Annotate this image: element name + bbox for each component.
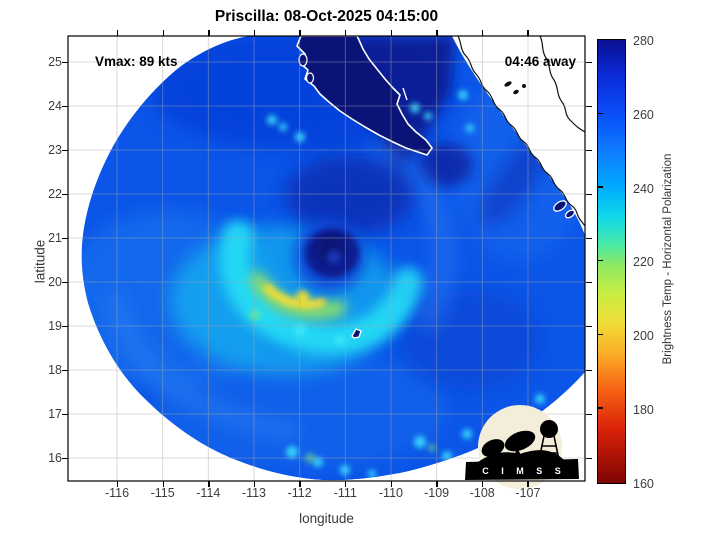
- x-tick-label: -108: [469, 486, 495, 500]
- colorbar-tick-label: 220: [633, 255, 654, 270]
- y-tick-label: 25: [48, 55, 62, 69]
- y-tick-label: 23: [48, 143, 62, 157]
- satellite-dish-icon: [504, 430, 536, 452]
- vmax-annotation: Vmax: 89 kts: [95, 54, 178, 69]
- cimss-logo: [465, 405, 579, 489]
- islas-marias: [553, 200, 576, 219]
- x-tick-label: -107: [515, 486, 541, 500]
- x-tick-labels: -116 -115 -114 -113 -112 -111 -110 -109 -108 -107: [97, 486, 548, 500]
- y-tick-label: 21: [48, 231, 62, 245]
- cimss-logo-text: C I M S S: [482, 466, 566, 476]
- y-tick-label: 22: [48, 187, 62, 201]
- satellite-dish-icon: [481, 439, 505, 457]
- water-tower-icon: [540, 420, 558, 438]
- y-tick-label: 19: [48, 319, 62, 333]
- y-tick-labels: 25 24 23 22 21 20 19 18 17 16: [26, 52, 62, 468]
- colorbar-tick-label: 240: [633, 181, 654, 196]
- x-tick-label: -116: [104, 486, 130, 500]
- colorbar-tick-marks: [598, 112, 603, 409]
- baja-california-coastline: [296, 36, 433, 156]
- colorbar-tick-label: 160: [633, 476, 654, 491]
- x-tick-marks-bottom: [117, 481, 529, 487]
- colorbar-label: Brightness Temp - Horizontal Polarizatio…: [662, 153, 674, 365]
- swath-image: [81, 36, 585, 481]
- cimss-banner: [465, 459, 579, 480]
- colorbar-tick-label: 280: [633, 34, 654, 48]
- colorbar-tick-label: 200: [633, 329, 654, 344]
- y-axis-label: latitude: [32, 239, 48, 284]
- x-axis-label: longitude: [299, 511, 354, 526]
- y-tick-label: 24: [48, 99, 62, 113]
- y-tick-label: 16: [48, 451, 62, 465]
- x-tick-label: -113: [241, 486, 267, 500]
- x-tick-label: -111: [333, 486, 357, 500]
- colorbar-tick-labels: 280 260 240 220 200 180 160: [633, 32, 677, 493]
- colorbar-tick-label: 260: [633, 107, 654, 122]
- plot-frame: [67, 35, 586, 482]
- mainland-coastline: [457, 35, 586, 227]
- x-tick-label: -114: [196, 486, 221, 500]
- x-tick-label: -112: [287, 486, 312, 500]
- deep-convection-yellow-arc: [263, 283, 327, 309]
- colorbar-tick-label: 180: [633, 403, 654, 418]
- y-tick-label: 20: [48, 275, 62, 289]
- y-tick-marks-left: [62, 62, 68, 459]
- x-tick-marks-top: [117, 30, 529, 36]
- y-tick-label: 17: [48, 407, 62, 421]
- x-tick-label: -110: [378, 486, 403, 500]
- x-tick-label: -109: [424, 486, 450, 500]
- grid-lines: [68, 36, 585, 481]
- time-away-annotation: 04:46 away: [504, 54, 576, 69]
- y-tick-marks-right: [585, 62, 592, 459]
- page-title: Priscilla: 08-Oct-2025 04:15:00: [214, 8, 439, 25]
- socorro-island: [351, 328, 362, 339]
- y-tick-label: 18: [48, 363, 62, 377]
- x-tick-label: -115: [150, 486, 175, 500]
